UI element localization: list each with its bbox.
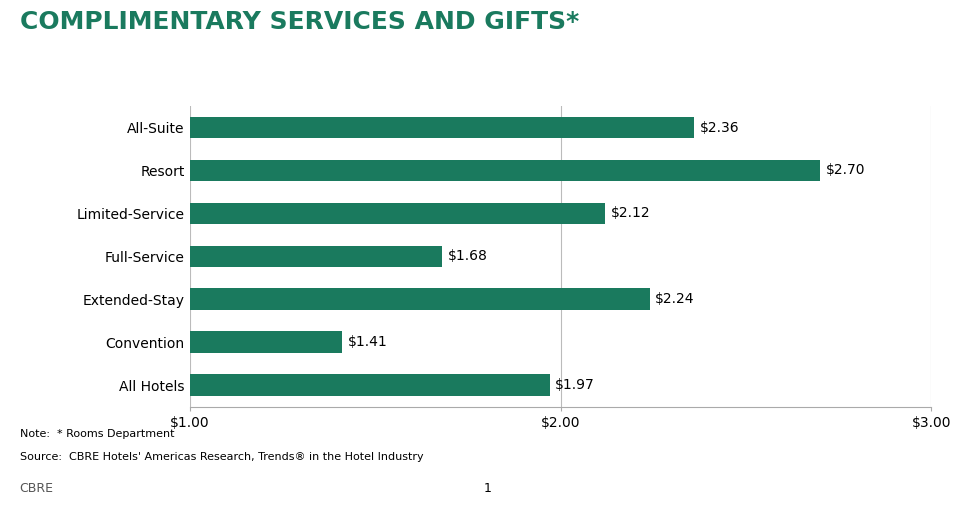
Text: $2.70: $2.70 [826, 164, 865, 177]
Text: 2015 Dollars Per  Occupied  Room: 2015 Dollars Per Occupied Room [27, 73, 293, 86]
Text: Note:  * Rooms Department: Note: * Rooms Department [20, 429, 174, 439]
Text: $1.68: $1.68 [448, 249, 488, 263]
Text: CBRE: CBRE [20, 482, 54, 495]
Text: Source:  CBRE Hotels' Americas Research, Trends® in the Hotel Industry: Source: CBRE Hotels' Americas Research, … [20, 452, 423, 462]
Text: $2.36: $2.36 [700, 121, 739, 134]
Bar [0, 203, 605, 224]
Bar [0, 288, 649, 310]
Text: 1: 1 [484, 482, 491, 495]
Text: $1.41: $1.41 [347, 335, 387, 349]
Bar [0, 160, 820, 181]
Text: COMPLIMENTARY SERVICES AND GIFTS*: COMPLIMENTARY SERVICES AND GIFTS* [20, 10, 579, 34]
Text: $1.97: $1.97 [555, 378, 595, 392]
Bar [0, 117, 694, 138]
Text: $2.24: $2.24 [655, 292, 694, 306]
Bar [0, 374, 550, 396]
Bar [0, 331, 342, 353]
Text: $2.12: $2.12 [610, 207, 650, 220]
Bar [0, 245, 442, 267]
